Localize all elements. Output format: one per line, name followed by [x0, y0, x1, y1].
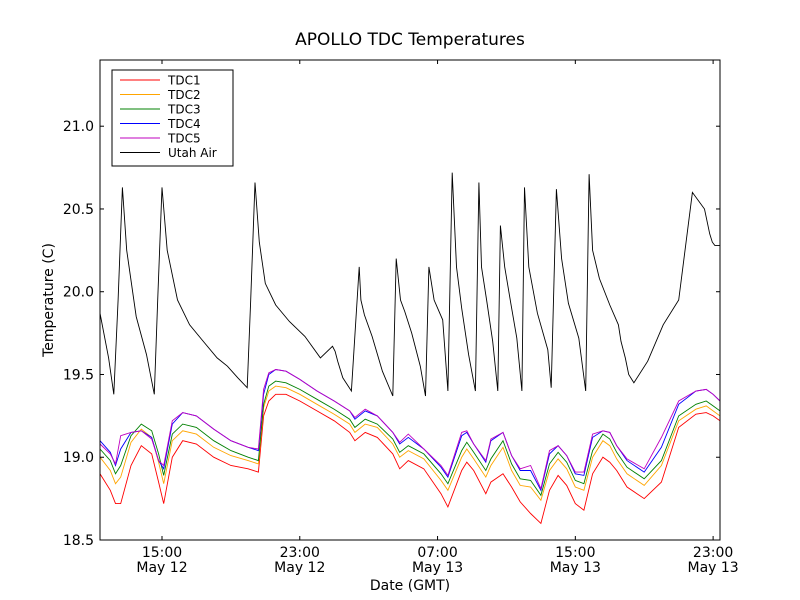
x-tick-label-time: 23:00	[280, 545, 320, 561]
axes-frame	[99, 59, 721, 541]
x-tick-label-date: May 13	[550, 560, 601, 576]
legend-label-tdc2: TDC2	[167, 88, 201, 102]
x-tick-label-date: May 12	[136, 560, 187, 576]
y-tick-label: 20.0	[63, 285, 94, 301]
plot-area	[100, 172, 720, 525]
y-tick-label: 21.0	[63, 119, 94, 135]
legend-label-tdc5: TDC5	[167, 132, 201, 146]
x-tick-label-date: May 13	[412, 560, 463, 576]
legend-label-tdc1: TDC1	[167, 74, 201, 88]
x-tick-label-time: 15:00	[142, 545, 182, 561]
legend-label-utah-air: Utah Air	[168, 146, 217, 160]
series-line-tdc1	[100, 393, 720, 525]
x-tick-label-time: 23:00	[693, 545, 733, 561]
y-tick-label: 18.5	[63, 533, 94, 549]
series-line-utah-air	[100, 172, 720, 397]
y-axis: 18.5 19.0 19.5 20.0 20.5 21.0	[63, 119, 720, 549]
x-axis-label: Date (GMT)	[370, 578, 450, 594]
chart-title: APOLLO TDC Temperatures	[295, 30, 525, 50]
y-tick-label: 19.5	[63, 367, 94, 383]
legend-box	[111, 69, 234, 167]
x-tick-label-time: 15:00	[555, 545, 595, 561]
y-axis-label: Temperature (C)	[41, 243, 57, 358]
legend-label-tdc3: TDC3	[167, 103, 201, 117]
x-tick-label-time: 07:00	[417, 545, 457, 561]
series-line-tdc2	[100, 385, 720, 502]
y-tick-label: 19.0	[63, 450, 94, 466]
x-tick-label-date: May 12	[274, 560, 325, 576]
x-tick-label-date: May 13	[688, 560, 739, 576]
series-line-tdc3	[100, 380, 720, 497]
y-tick-label: 20.5	[63, 202, 94, 218]
series-line-tdc5	[100, 369, 720, 491]
legend-label-tdc4: TDC4	[167, 117, 201, 131]
